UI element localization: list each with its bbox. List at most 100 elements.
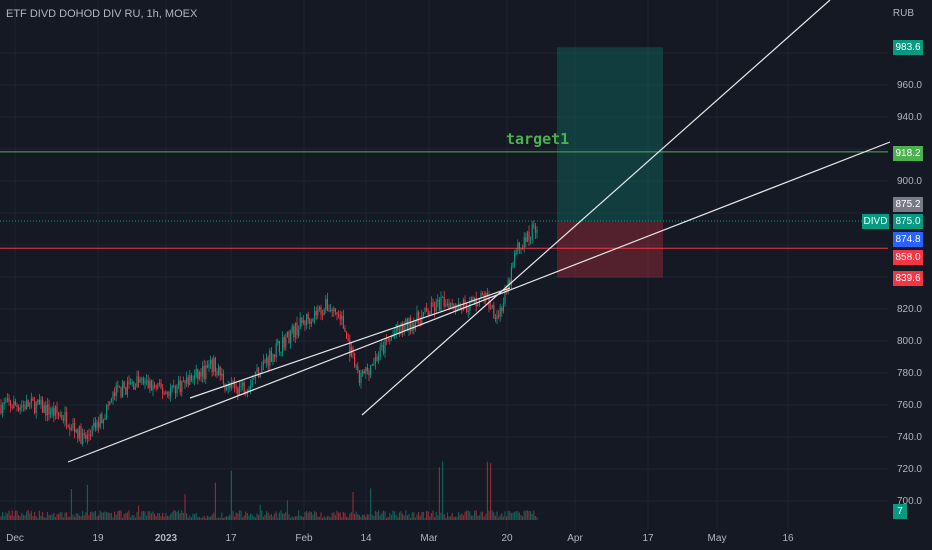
candle bbox=[155, 386, 157, 389]
candle bbox=[186, 377, 188, 384]
volume-bar bbox=[205, 517, 207, 520]
chart-title[interactable]: ETF DIVD DOHOD DIV RU, 1h, MOEX bbox=[6, 8, 198, 20]
candle bbox=[318, 307, 320, 310]
candle bbox=[438, 299, 440, 311]
candle bbox=[515, 250, 517, 255]
volume-bar bbox=[362, 514, 364, 520]
candle bbox=[34, 400, 36, 413]
volume-bar bbox=[363, 514, 365, 520]
candle bbox=[354, 352, 356, 367]
trendline-upper[interactable] bbox=[189, 287, 511, 399]
price-tick: 900.0 bbox=[896, 176, 922, 187]
volume-bar bbox=[523, 510, 525, 520]
candle bbox=[331, 310, 333, 312]
candle bbox=[125, 387, 127, 395]
volume-bar bbox=[94, 511, 96, 520]
volume-bar bbox=[179, 513, 181, 520]
candle bbox=[491, 305, 493, 308]
candle bbox=[406, 319, 408, 331]
volume-bar bbox=[427, 511, 429, 520]
volume-bar bbox=[242, 517, 244, 520]
volume-bar bbox=[186, 513, 188, 520]
volume-bar bbox=[110, 513, 112, 520]
volume-bar bbox=[139, 516, 141, 520]
volume-bar bbox=[123, 514, 125, 520]
volume-bar bbox=[141, 511, 143, 520]
volume-bar bbox=[85, 512, 87, 520]
volume-bar bbox=[216, 517, 218, 520]
candle bbox=[91, 426, 93, 436]
candle bbox=[307, 314, 309, 319]
volume-bar bbox=[294, 516, 296, 520]
volume-bar bbox=[454, 516, 456, 520]
volume-bar bbox=[147, 511, 149, 520]
candle bbox=[322, 314, 324, 316]
candle bbox=[437, 299, 439, 302]
candle bbox=[59, 415, 61, 417]
candle bbox=[139, 379, 141, 383]
trendline-lower[interactable] bbox=[67, 141, 891, 463]
volume-bar bbox=[245, 511, 247, 520]
candle bbox=[386, 339, 388, 341]
volume-bar bbox=[326, 516, 328, 520]
volume-bar bbox=[374, 510, 376, 520]
candle bbox=[29, 402, 31, 407]
candle bbox=[530, 239, 532, 241]
volume-bar bbox=[61, 512, 63, 520]
candle bbox=[429, 313, 431, 316]
volume-bar bbox=[254, 517, 256, 520]
volume-bar bbox=[8, 510, 10, 520]
candle bbox=[381, 345, 383, 347]
candle bbox=[96, 422, 98, 429]
position-profit-zone[interactable] bbox=[557, 47, 663, 222]
candle bbox=[467, 310, 469, 313]
position-loss-zone[interactable] bbox=[557, 221, 663, 278]
volume-bar bbox=[96, 516, 98, 520]
volume-bar bbox=[222, 517, 224, 520]
volume-bar bbox=[446, 512, 448, 520]
candle bbox=[70, 428, 72, 430]
candle bbox=[262, 360, 264, 366]
volume-bar bbox=[280, 510, 282, 520]
volume-bar bbox=[429, 516, 431, 520]
candle bbox=[464, 299, 466, 305]
candle bbox=[206, 365, 208, 368]
candle bbox=[138, 376, 140, 383]
volume-bar bbox=[162, 512, 164, 520]
candle bbox=[486, 292, 488, 297]
candle bbox=[317, 309, 319, 316]
volume-bar bbox=[181, 510, 183, 520]
volume-bar bbox=[274, 513, 276, 520]
volume-bar bbox=[115, 514, 117, 520]
volume-bar bbox=[525, 510, 527, 520]
volume-bar bbox=[269, 515, 271, 520]
candle bbox=[382, 345, 384, 353]
volume-bar bbox=[125, 512, 127, 520]
target1-label[interactable]: target1 bbox=[506, 130, 570, 148]
volume-bar bbox=[182, 512, 184, 520]
volume-bar bbox=[458, 512, 460, 520]
trendline-middle[interactable] bbox=[361, 0, 831, 416]
volume-bar bbox=[101, 512, 103, 520]
candle bbox=[346, 331, 348, 339]
volume-bar bbox=[0, 516, 2, 520]
candle bbox=[226, 388, 228, 390]
volume-bar bbox=[419, 515, 421, 520]
volume-bars bbox=[0, 461, 538, 520]
time-tick: May bbox=[707, 533, 727, 544]
candle bbox=[202, 366, 204, 377]
candle bbox=[250, 385, 252, 389]
candle bbox=[349, 340, 351, 357]
candle bbox=[230, 382, 232, 388]
volume-bar bbox=[38, 510, 40, 520]
candle bbox=[102, 419, 104, 424]
candle bbox=[283, 337, 285, 348]
volume-bar bbox=[88, 515, 90, 520]
candle bbox=[248, 388, 250, 392]
volume-bar bbox=[485, 514, 487, 520]
candle bbox=[115, 385, 117, 397]
volume-bar bbox=[27, 510, 29, 520]
volume-bar bbox=[418, 511, 420, 520]
volume-bar bbox=[501, 513, 503, 520]
